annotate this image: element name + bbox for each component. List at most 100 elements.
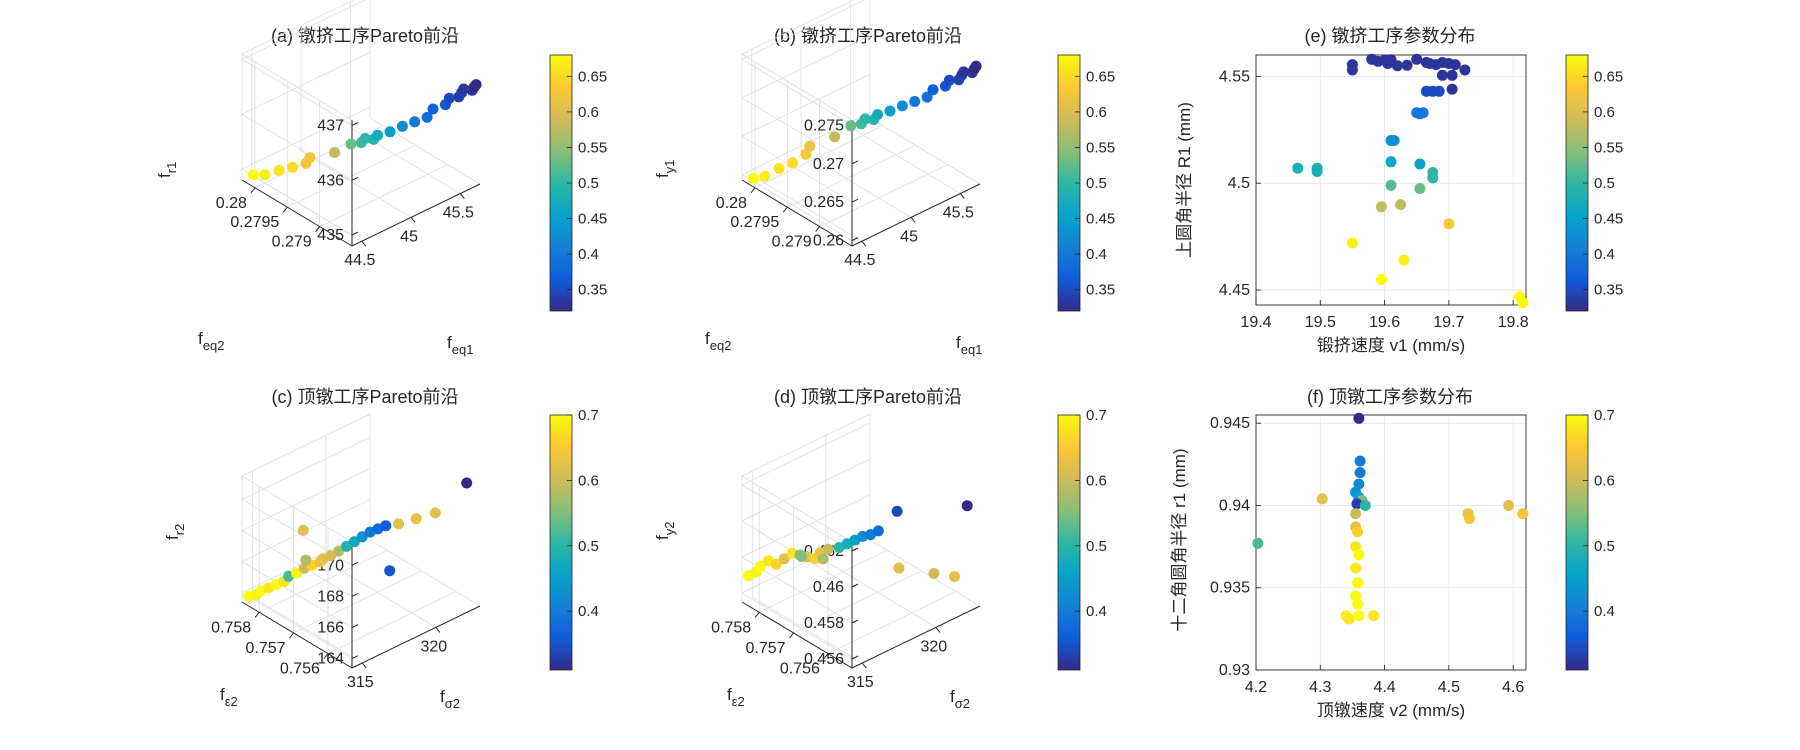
grid-line	[241, 468, 371, 531]
z-tick-label: 0.456	[804, 651, 844, 668]
x-tick-label: 320	[921, 638, 948, 655]
data-point	[1446, 83, 1458, 95]
grid-line	[741, 458, 871, 522]
y-tick-label: 0.756	[780, 661, 820, 678]
data-point	[1352, 598, 1364, 610]
colorbar-tick-label: 0.65	[1594, 68, 1623, 85]
grid-line	[741, 494, 871, 558]
data-point	[759, 170, 771, 182]
grid-line	[741, 97, 853, 165]
z-tick-label: 164	[317, 651, 344, 668]
y-tick-label: 4.45	[1219, 282, 1250, 299]
colorbar-tick-label: 0.65	[578, 68, 607, 85]
data-point	[1368, 610, 1380, 622]
colorbar-tick-label: 0.5	[578, 175, 599, 192]
data-point	[1391, 60, 1403, 72]
panel-a-3d-scatter: (a) 镦挤工序Pareto前沿 435 436 437 44.5 45 45.5 0.279…	[155, 0, 607, 357]
y-axis-label: fε2	[220, 685, 238, 709]
grid-line	[241, 51, 371, 115]
y-tick-label: 4.5	[1228, 175, 1250, 192]
colorbar-tick-label: 0.45	[1594, 211, 1623, 228]
z-tick-label: 436	[317, 172, 344, 189]
z-tick	[851, 160, 859, 165]
colorbar-tick-label: 0.4	[1086, 603, 1107, 620]
x-tick-label: 19.4	[1240, 314, 1271, 331]
colorbar-tick-label: 0.6	[1594, 472, 1615, 489]
x-tick-label: 4.3	[1309, 679, 1331, 696]
data-point	[1401, 59, 1413, 71]
data-point	[1385, 179, 1397, 191]
data-point	[859, 113, 871, 125]
data-point	[1351, 498, 1363, 510]
data-point	[372, 129, 384, 141]
grid-line	[741, 484, 853, 552]
y-axis-line	[741, 179, 853, 247]
data-point	[458, 83, 470, 95]
x-tick-label: 44.5	[844, 252, 875, 269]
data-point	[359, 133, 371, 144]
z-tick	[851, 237, 859, 242]
grid-line	[741, 0, 866, 60]
data-point	[1414, 158, 1426, 170]
x-tick-label: 19.6	[1369, 314, 1400, 331]
x-tick-label: 4.4	[1373, 679, 1395, 696]
grid-line	[241, 0, 366, 60]
colorbar-tick-label: 0.6	[1086, 472, 1107, 489]
data-point	[300, 554, 312, 566]
data-point	[884, 105, 896, 117]
y-tick	[282, 206, 288, 213]
y-axis-label: 十二角圆角半径 r1 (mm)	[1170, 448, 1189, 631]
data-point	[1292, 162, 1304, 174]
z-tick	[851, 198, 859, 203]
y-tick-label: 0.28	[716, 195, 747, 212]
data-point	[1459, 64, 1471, 76]
data-point	[755, 560, 767, 572]
grid-line	[241, 561, 353, 628]
data-point	[297, 524, 309, 536]
x-tick	[361, 662, 367, 669]
x-tick-label: 4.2	[1245, 679, 1267, 696]
data-point	[384, 126, 396, 138]
grid-line	[850, 127, 961, 194]
data-point	[443, 92, 455, 104]
data-point	[421, 111, 433, 123]
y-tick	[289, 632, 294, 639]
data-point	[928, 568, 940, 579]
box-edge	[869, 117, 981, 185]
y-tick	[315, 226, 321, 232]
x-axis-label: fσ2	[950, 687, 970, 711]
x-axis-line	[351, 605, 481, 669]
z-axis-label: fy1	[653, 160, 677, 178]
x-tick-label: 45.5	[943, 205, 974, 222]
data-point	[1346, 237, 1358, 249]
colorbar-tick-label: 0.6	[578, 104, 599, 121]
z-axis-label: fr1	[155, 162, 179, 178]
panel-c-3d-scatter: (c) 顶镦工序Pareto前沿1641661681703153200.7560…	[163, 387, 599, 711]
x-tick	[861, 662, 867, 669]
y-tick	[782, 206, 788, 213]
z-tick	[851, 547, 859, 552]
data-point	[1316, 493, 1328, 505]
grid-line	[327, 591, 457, 654]
data-point	[1503, 500, 1515, 511]
data-point	[829, 131, 841, 143]
colorbar-tick-label: 0.4	[1594, 246, 1615, 263]
chart-title: (e) 镦挤工序参数分布	[1305, 26, 1476, 46]
y-tick	[815, 226, 821, 232]
x-tick-label: 19.8	[1498, 314, 1529, 331]
data-point	[896, 100, 908, 112]
y-tick	[323, 653, 329, 659]
grid-line	[793, 570, 922, 634]
grid-line	[241, 59, 353, 126]
x-axis-label: fσ2	[440, 687, 460, 711]
data-point	[1517, 297, 1529, 309]
z-tick	[351, 655, 359, 660]
x-axis-label: feq1	[956, 333, 982, 357]
grid-line	[819, 164, 948, 227]
grid-line	[293, 570, 422, 634]
box-edge	[741, 0, 855, 55]
y-tick-label: 0.279	[772, 234, 812, 251]
data-point	[1385, 156, 1397, 168]
z-tick	[351, 122, 359, 126]
